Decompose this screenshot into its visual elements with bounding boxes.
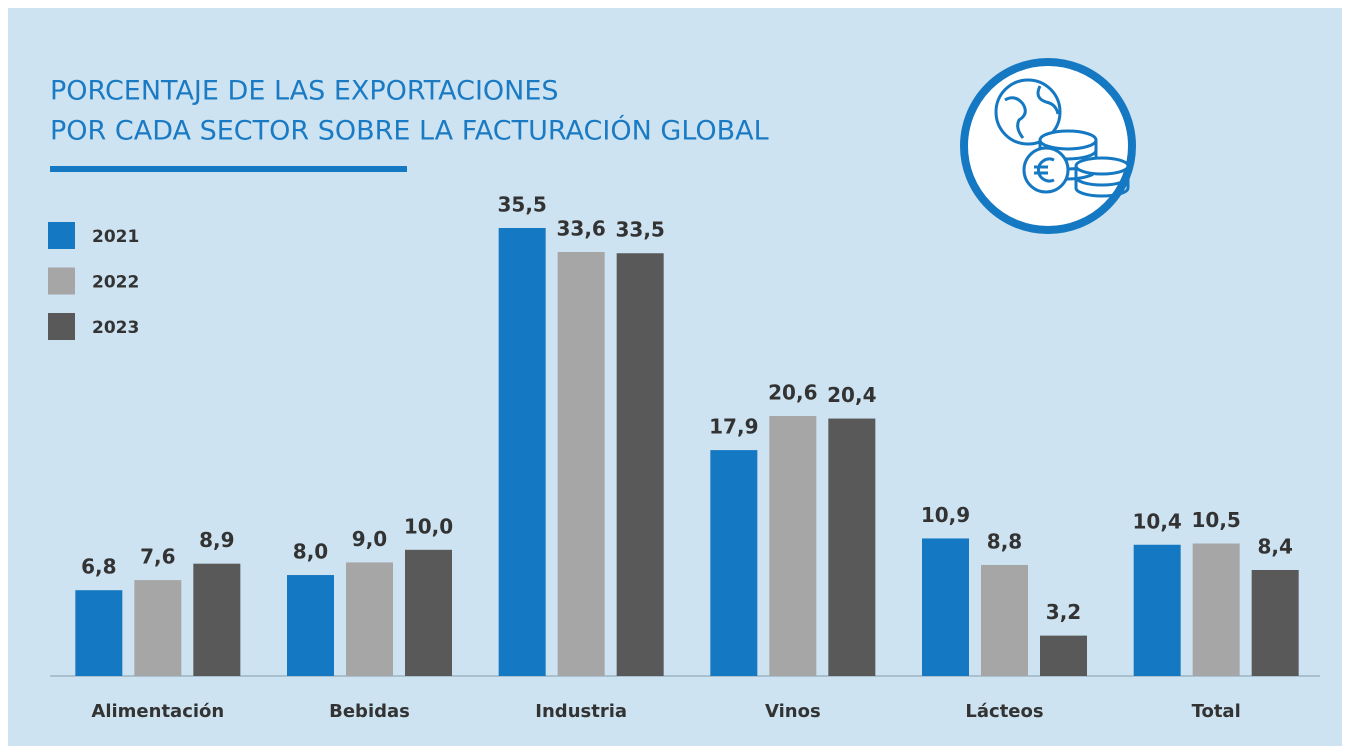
title-underline xyxy=(50,166,407,172)
legend-swatch xyxy=(48,313,75,340)
bar xyxy=(405,549,452,676)
value-label: 17,9 xyxy=(709,415,758,439)
value-label: 3,2 xyxy=(1046,600,1081,624)
value-label: 8,8 xyxy=(987,529,1022,553)
value-label: 20,4 xyxy=(827,383,876,407)
bar xyxy=(981,564,1028,676)
value-label: 9,0 xyxy=(352,527,387,551)
x-tick-label: Industria xyxy=(535,701,627,722)
legend-label: 2022 xyxy=(92,273,139,293)
x-tick-label: Vinos xyxy=(765,701,821,722)
legend-swatch xyxy=(48,222,75,249)
bar xyxy=(922,538,969,676)
bar xyxy=(346,562,393,676)
bar xyxy=(769,416,817,676)
value-label: 33,6 xyxy=(556,216,605,240)
value-label: 8,4 xyxy=(1257,534,1292,558)
chart-title: PORCENTAJE DE LAS EXPORTACIONES xyxy=(50,76,559,107)
bar xyxy=(1251,569,1299,676)
x-tick-label: Bebidas xyxy=(329,701,410,722)
bar xyxy=(1192,543,1240,676)
value-label: 10,0 xyxy=(404,514,453,538)
bar xyxy=(498,228,546,676)
bar xyxy=(616,253,664,676)
value-label: 35,5 xyxy=(497,193,546,217)
value-label: 8,0 xyxy=(293,540,328,564)
bar xyxy=(134,580,182,676)
icon xyxy=(960,58,1136,234)
bar xyxy=(710,450,758,676)
x-tick-label: Total xyxy=(1192,701,1241,722)
legend-label: 2023 xyxy=(92,318,139,338)
value-label: 10,4 xyxy=(1132,509,1181,533)
value-label: 33,5 xyxy=(615,218,664,242)
bar xyxy=(828,418,876,676)
value-label: 10,9 xyxy=(921,503,970,527)
bar xyxy=(557,251,605,676)
chart-title: POR CADA SECTOR SOBRE LA FACTURACIÓN GLO… xyxy=(50,115,769,147)
legend-label: 2021 xyxy=(92,227,139,247)
bar xyxy=(1040,635,1087,676)
bar xyxy=(193,563,241,676)
value-label: 8,9 xyxy=(199,528,234,552)
x-tick-label: Lácteos xyxy=(965,701,1043,722)
value-label: 20,6 xyxy=(768,381,817,405)
bar xyxy=(287,575,334,676)
value-label: 7,6 xyxy=(140,545,175,569)
bar xyxy=(1133,544,1181,676)
x-tick-label: Alimentación xyxy=(91,701,224,722)
legend-swatch xyxy=(48,267,75,295)
value-label: 10,5 xyxy=(1191,508,1240,532)
bar xyxy=(75,590,123,676)
value-label: 6,8 xyxy=(81,555,116,579)
